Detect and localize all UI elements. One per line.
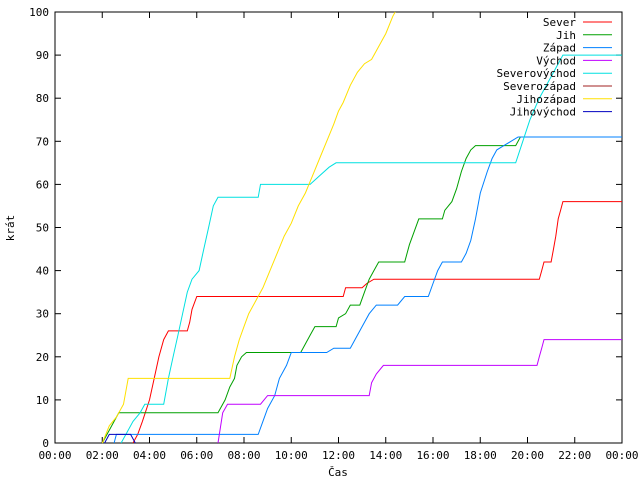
y-axis-label: krát [4, 215, 17, 242]
series-line-7 [101, 11, 396, 444]
legend: SeverJihZápadVýchodSeverovýchodSeverozáp… [497, 16, 612, 119]
axes: 0 10 20 30 40 50 60 70 80 90 100 00:00 02:00 04:00 06:… [29, 6, 638, 462]
x-tick-label: 00:00 [605, 449, 638, 462]
legend-label: Jih [556, 29, 576, 42]
x-axis-label: Čas [328, 466, 348, 479]
x-tick-label: 02:00 [86, 449, 119, 462]
x-tick-label: 00:00 [38, 449, 71, 462]
x-tick-label: 10:00 [275, 449, 308, 462]
legend-label: Západ [543, 42, 576, 55]
y-tick-label: 50 [36, 222, 49, 235]
legend-label: Východ [536, 54, 576, 67]
y-tick-label: 80 [36, 92, 49, 105]
legend-label: Jihozápad [516, 93, 576, 106]
x-tick-label: 12:00 [322, 449, 355, 462]
legend-label: Sever [543, 16, 576, 29]
x-tick-label: 14:00 [369, 449, 402, 462]
legend-label: Jihovýchod [510, 106, 576, 119]
x-tick-label: 06:00 [180, 449, 213, 462]
y-tick-label: 60 [36, 178, 49, 191]
x-tick-label: 18:00 [464, 449, 497, 462]
y-tick-label: 20 [36, 351, 49, 364]
legend-label: Severovýchod [497, 67, 576, 80]
x-tick-label: 16:00 [416, 449, 449, 462]
y-tick-label: 90 [36, 49, 49, 62]
series-line-1 [132, 201, 622, 444]
y-tick-label: 0 [42, 437, 49, 450]
series-line-2 [101, 136, 622, 444]
y-tick-label: 100 [29, 6, 49, 19]
legend-label: Severozápad [503, 80, 576, 93]
series-lines [101, 11, 622, 444]
x-tick-label: 20:00 [511, 449, 544, 462]
y-tick-label: 30 [36, 308, 49, 321]
series-line-8 [104, 433, 136, 444]
series-line-4 [217, 339, 622, 444]
x-tick-label: 22:00 [558, 449, 591, 462]
y-tick-label: 10 [36, 394, 49, 407]
y-tick-label: 40 [36, 265, 49, 278]
series-line-5 [120, 54, 622, 444]
y-tick-label: 70 [36, 135, 49, 148]
series-line-3 [113, 136, 622, 444]
x-tick-label: 08:00 [227, 449, 260, 462]
x-tick-label: 04:00 [133, 449, 166, 462]
